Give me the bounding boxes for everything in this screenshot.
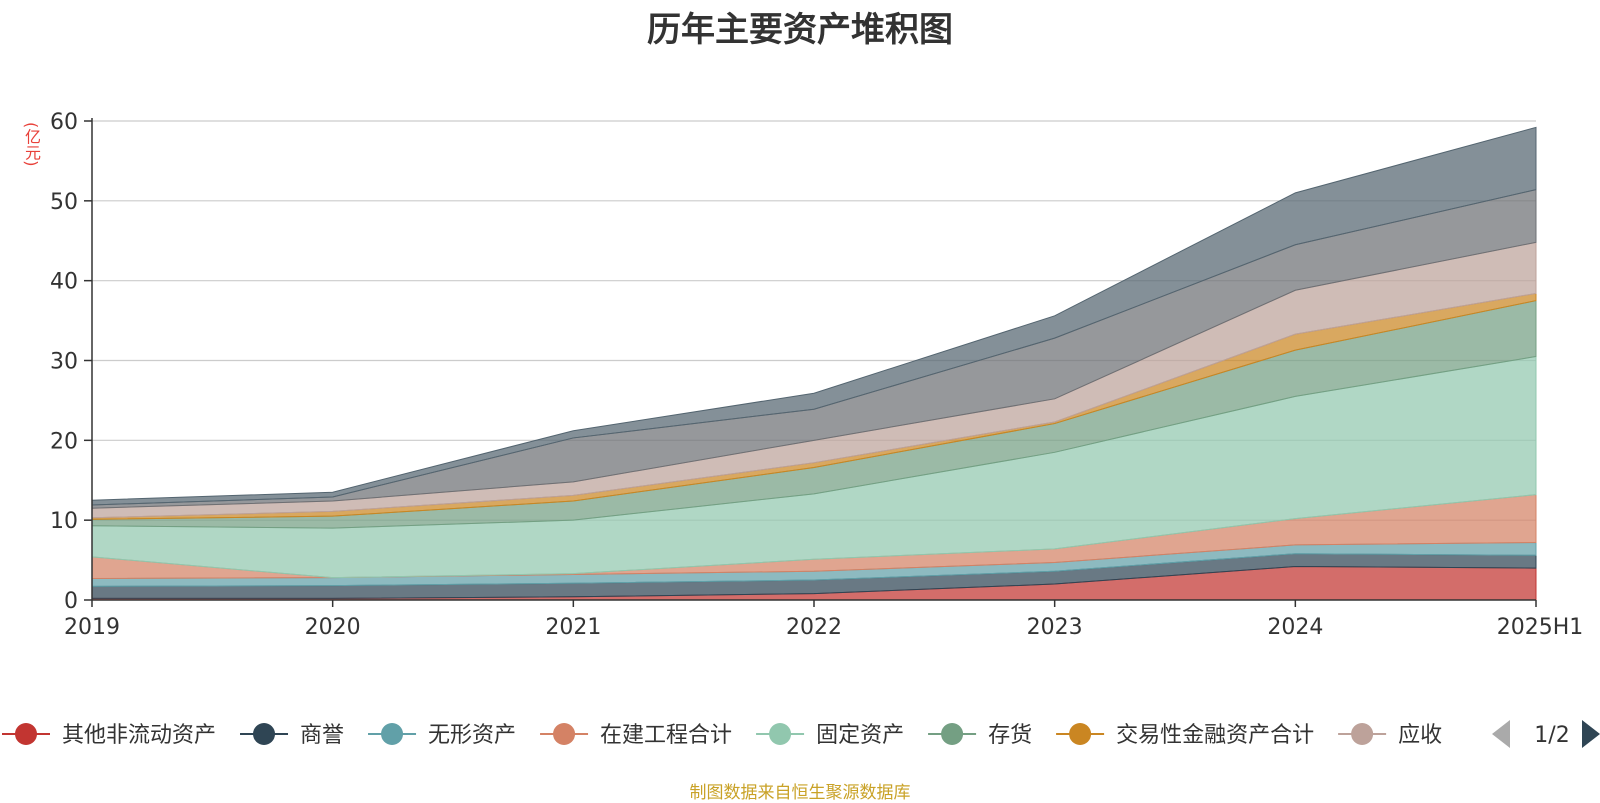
legend-item[interactable]: 商誉: [240, 723, 344, 748]
legend-label: 无形资产: [428, 723, 516, 748]
legend-circle-marker: [253, 723, 276, 745]
axes: 0 10 20 30 40 50 60 2019 2020 2021 2022 2023 2024 202…: [50, 110, 1583, 640]
legend-next-page-icon[interactable]: [1582, 720, 1600, 748]
area-series-其他: [91, 126, 1537, 506]
y-tick-label: 60: [50, 110, 78, 135]
chart-title: 历年主要资产堆积图: [647, 10, 953, 50]
legend-item[interactable]: 应收: [1338, 723, 1442, 748]
x-tick-label: 2020: [305, 615, 361, 640]
legend-item[interactable]: 其他非流动资产: [2, 723, 216, 748]
area-series-layer: [91, 126, 1537, 601]
legend-circle-marker: [941, 723, 964, 745]
legend-item[interactable]: 存货: [928, 723, 1032, 748]
legend-item[interactable]: 固定资产: [756, 723, 904, 748]
legend-item[interactable]: 交易性金融资产合计: [1056, 723, 1314, 748]
y-tick-label: 40: [50, 270, 78, 295]
y-tick-label: 0: [64, 589, 78, 614]
legend-label: 在建工程合计: [600, 723, 732, 748]
y-tick-label: 10: [50, 509, 78, 534]
legend-label: 固定资产: [816, 723, 904, 748]
legend-item[interactable]: 在建工程合计: [540, 723, 732, 748]
legend-item[interactable]: 无形资产: [368, 723, 516, 748]
x-tick-label: 2021: [545, 615, 601, 640]
legend-label: 其他非流动资产: [62, 723, 216, 748]
x-tick-label: 2019: [64, 615, 120, 640]
y-tick-label: 20: [50, 429, 78, 454]
y-axis-unit-label: (亿元): [22, 122, 41, 167]
legend-circle-marker: [553, 723, 576, 745]
legend-items: 其他非流动资产 商誉 无形资产 在建工程合计 固定资产 存货 交易性金融资产合计 应收: [2, 723, 1442, 748]
x-tick-label: 2023: [1027, 615, 1083, 640]
legend-circle-marker: [381, 723, 404, 745]
legend-label: 应收: [1398, 723, 1442, 748]
x-tick-label: 2025H1: [1497, 615, 1584, 640]
legend-circle-marker: [1069, 723, 1092, 745]
legend-prev-page-icon[interactable]: [1492, 720, 1510, 748]
legend-circle-marker: [15, 723, 37, 745]
source-note: 制图数据来自恒生聚源数据库: [689, 783, 911, 803]
y-tick-label: 50: [50, 190, 78, 215]
legend-page-indicator: 1/2: [1534, 723, 1569, 748]
legend-label: 商誉: [300, 723, 344, 748]
legend-circle-marker: [769, 723, 792, 745]
legend-label: 交易性金融资产合计: [1116, 723, 1314, 748]
legend-circle-marker: [1351, 723, 1374, 745]
legend: 其他非流动资产 商誉 无形资产 在建工程合计 固定资产 存货 交易性金融资产合计 应收 1/2: [2, 720, 1600, 748]
x-tick-label: 2024: [1267, 615, 1323, 640]
y-tick-label: 30: [50, 350, 78, 375]
x-tick-label: 2022: [786, 615, 842, 640]
legend-label: 存货: [988, 723, 1032, 748]
